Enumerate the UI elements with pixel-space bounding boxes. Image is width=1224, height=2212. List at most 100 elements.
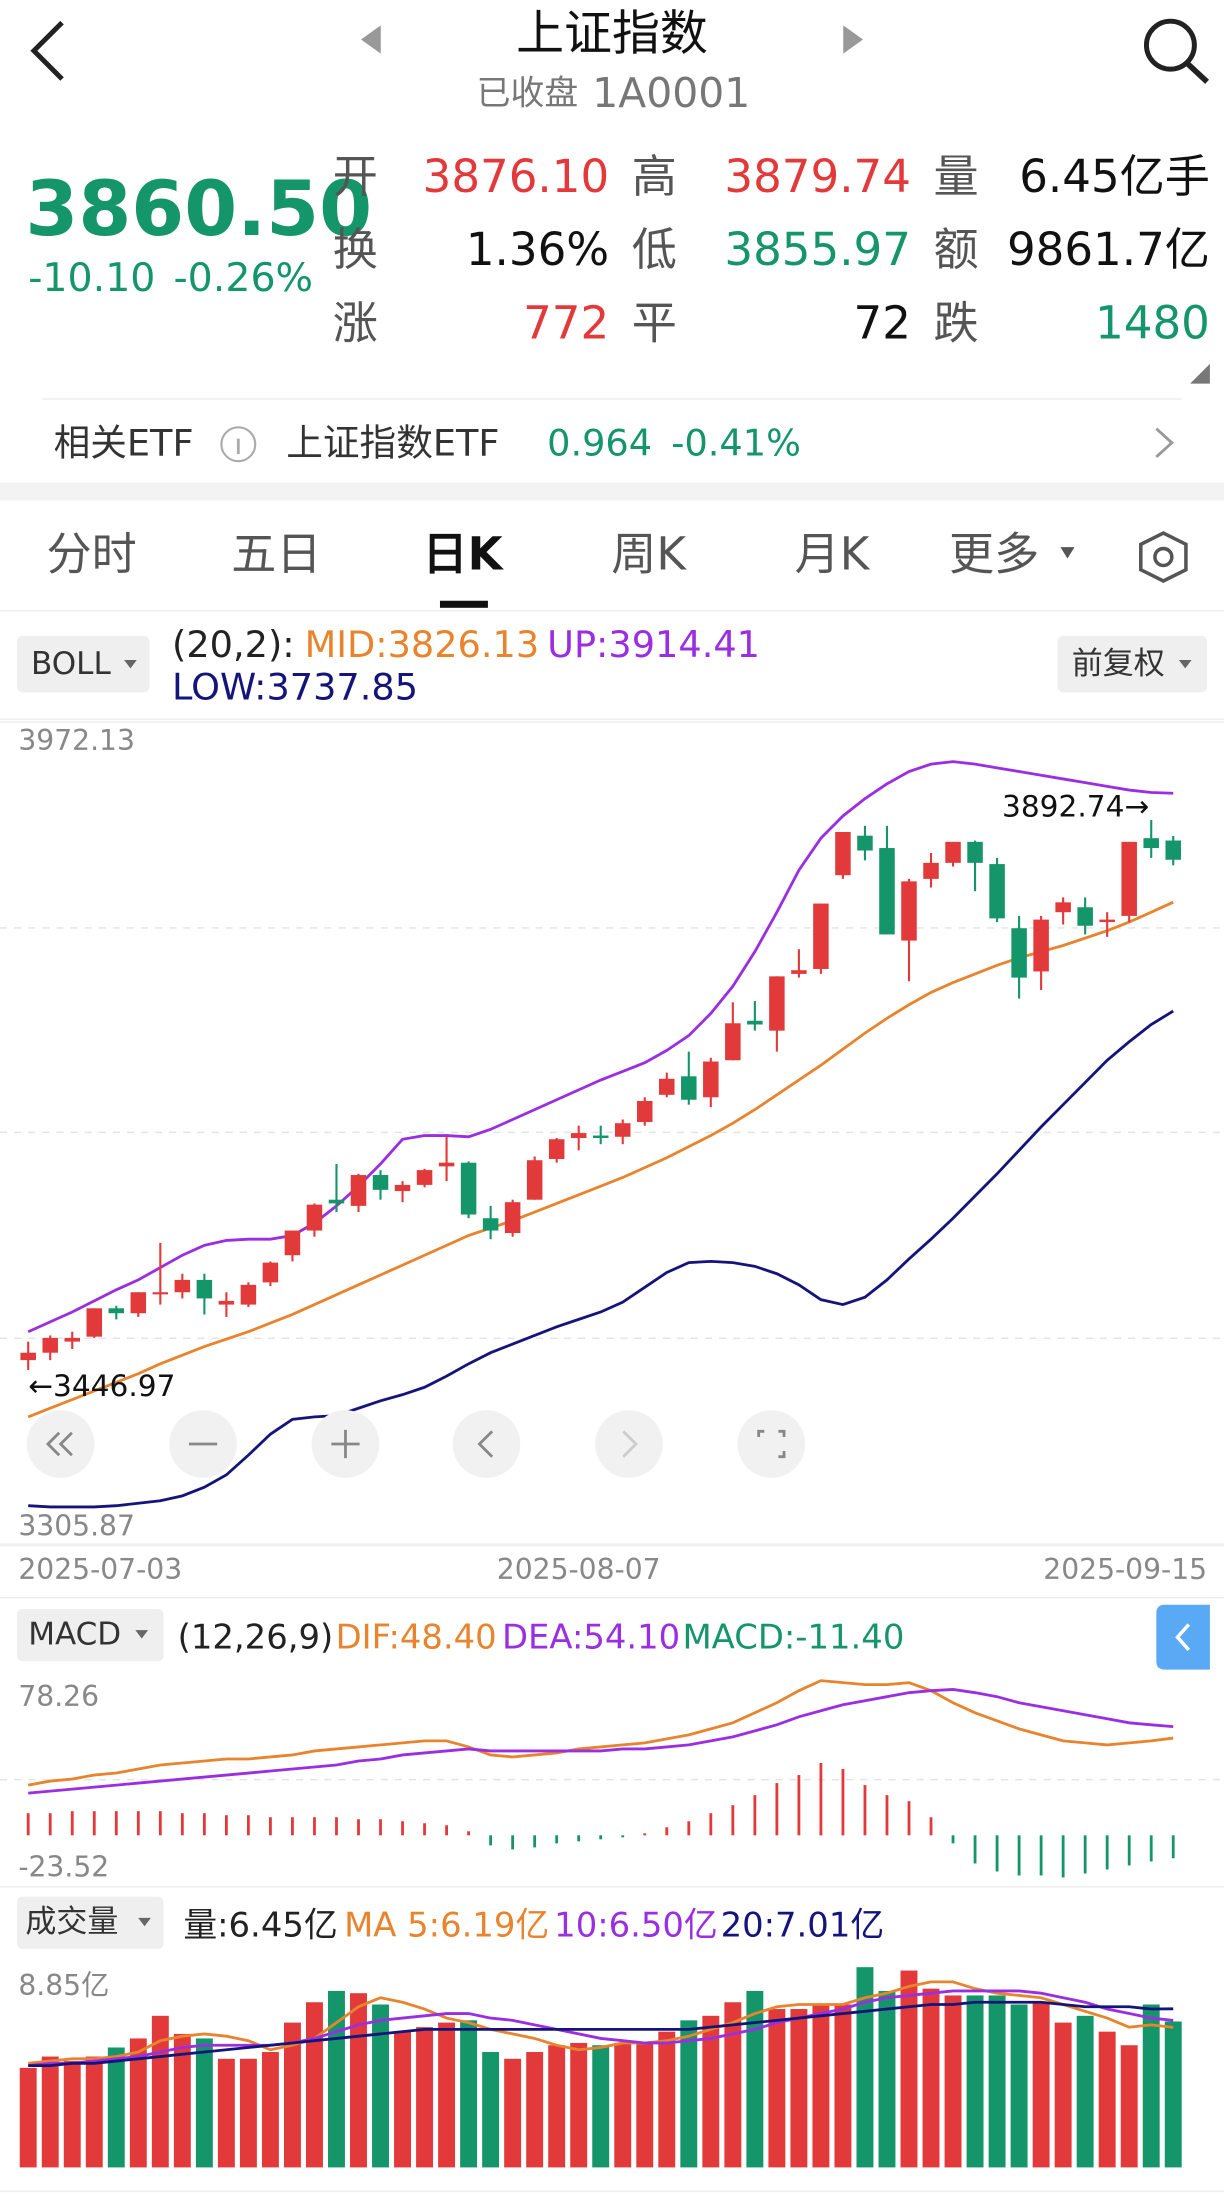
volume-chart: 8.85亿 — [18, 1967, 1182, 2168]
candle-body — [1033, 919, 1049, 972]
volume-bar — [504, 2058, 522, 2168]
price: 3860.50 — [25, 164, 372, 253]
candle-body — [923, 862, 939, 879]
candle-body — [108, 1308, 125, 1314]
volume-legend: 量:6.45亿 — [183, 1905, 337, 1944]
volume-bar — [570, 2042, 588, 2168]
candle-body — [284, 1230, 301, 1256]
indicator-name: BOLL — [31, 646, 111, 682]
etf-row[interactable]: 相关ETF 上证指数ETF 0.964 -0.41% — [54, 421, 1174, 464]
indicator-params: (20,2): — [172, 623, 295, 666]
candle-body — [637, 1100, 653, 1122]
indicator-line — [27, 1679, 1174, 1787]
scroll-right-button[interactable] — [595, 1410, 663, 1478]
candle-body — [526, 1160, 543, 1200]
next-index[interactable] — [843, 25, 864, 54]
tab[interactable]: 日K — [422, 528, 504, 581]
volume-bar — [107, 2047, 125, 2168]
stat-value: 6.45亿手 — [1019, 150, 1210, 203]
icon — [477, 1430, 494, 1458]
indicator-select[interactable] — [16, 636, 150, 693]
indicator-select[interactable] — [16, 1896, 164, 1949]
candle-body — [372, 1175, 389, 1190]
adjust-label: 前复权 — [1072, 646, 1165, 682]
volume-bar — [416, 2027, 434, 2168]
y-tick-label: 78.26 — [18, 1680, 99, 1713]
candle-body — [1121, 841, 1137, 916]
expand-toggle[interactable] — [1190, 363, 1210, 384]
volume-bar — [790, 2009, 808, 2168]
settings-button[interactable] — [1139, 531, 1188, 583]
title: 上证指数 — [516, 6, 708, 61]
candle-body — [570, 1133, 587, 1139]
candle-body — [504, 1202, 521, 1234]
icon — [1175, 1623, 1191, 1652]
volume-bar — [1032, 2002, 1050, 2168]
stat-value: 72 — [854, 296, 911, 349]
candle-body — [1077, 907, 1093, 926]
volume-bar — [702, 2015, 720, 2168]
candle-body — [1011, 928, 1027, 978]
indicator-select[interactable] — [16, 1608, 164, 1662]
candle-body — [394, 1184, 411, 1192]
volume-bar — [1120, 2045, 1138, 2168]
candle-body — [791, 970, 807, 974]
legend-entry: DEA:54.10 — [502, 1618, 680, 1657]
volume-bar — [394, 2031, 412, 2168]
volume-bar — [944, 1995, 962, 2168]
legend-entry: MACD:-11.40 — [683, 1618, 905, 1657]
volume-bar — [328, 1990, 345, 2168]
candle-body — [240, 1284, 257, 1305]
volume-bar — [283, 2022, 301, 2168]
volume-bar — [526, 2052, 544, 2168]
tab[interactable]: 分时 — [47, 528, 137, 581]
volume-bar — [195, 2038, 213, 2168]
volume-bar — [306, 2002, 323, 2168]
volume-bar — [1010, 2004, 1028, 2168]
candle-body — [1055, 902, 1071, 913]
candle-body — [218, 1300, 235, 1305]
volume-bar — [724, 2002, 742, 2168]
volume-bar — [129, 2038, 147, 2168]
tab[interactable]: 五日 — [231, 528, 321, 581]
volume-bar — [438, 2022, 456, 2168]
fullscreen-button[interactable] — [737, 1410, 806, 1478]
prev-index[interactable] — [360, 25, 381, 54]
tab[interactable]: 月K — [795, 528, 871, 581]
scroll-left-button[interactable] — [452, 1410, 521, 1478]
volume-bar — [680, 2020, 698, 2168]
collapse-tab[interactable] — [1156, 1604, 1210, 1670]
y-tick-label: -23.52 — [18, 1851, 109, 1884]
candle-body — [945, 841, 961, 863]
volume-bar — [592, 2045, 610, 2168]
stat-value: 1.36% — [466, 223, 609, 276]
min-label: ←3446.97 — [28, 1369, 175, 1403]
adjust-select[interactable] — [1057, 636, 1208, 693]
volume-bar — [900, 1970, 918, 2168]
volume-bar — [239, 2058, 257, 2168]
caret — [138, 1917, 151, 1927]
candle-body — [901, 881, 917, 941]
indicator-name: 成交量 — [25, 1904, 118, 1940]
candle-body — [152, 1292, 169, 1295]
chart-controls — [26, 1410, 806, 1478]
candle-body — [438, 1162, 455, 1167]
volume-bar — [746, 1990, 764, 2168]
tab[interactable]: 更多 — [949, 528, 1039, 581]
icon — [45, 1431, 73, 1457]
back-button[interactable] — [30, 20, 64, 81]
tab[interactable]: 周K — [611, 528, 687, 581]
volume-bar — [614, 2042, 632, 2168]
stat-label: 高 — [632, 150, 677, 203]
volume-bar — [812, 2004, 830, 2168]
volume-bar — [988, 1995, 1006, 2168]
candle-body — [460, 1162, 477, 1215]
search-icon — [1143, 18, 1197, 72]
search-button[interactable] — [1143, 18, 1209, 84]
volume-bar — [658, 2031, 676, 2168]
change-pct: -0.26% — [173, 255, 313, 301]
candle-body — [64, 1337, 80, 1342]
indicator-line — [28, 1989, 1174, 2068]
